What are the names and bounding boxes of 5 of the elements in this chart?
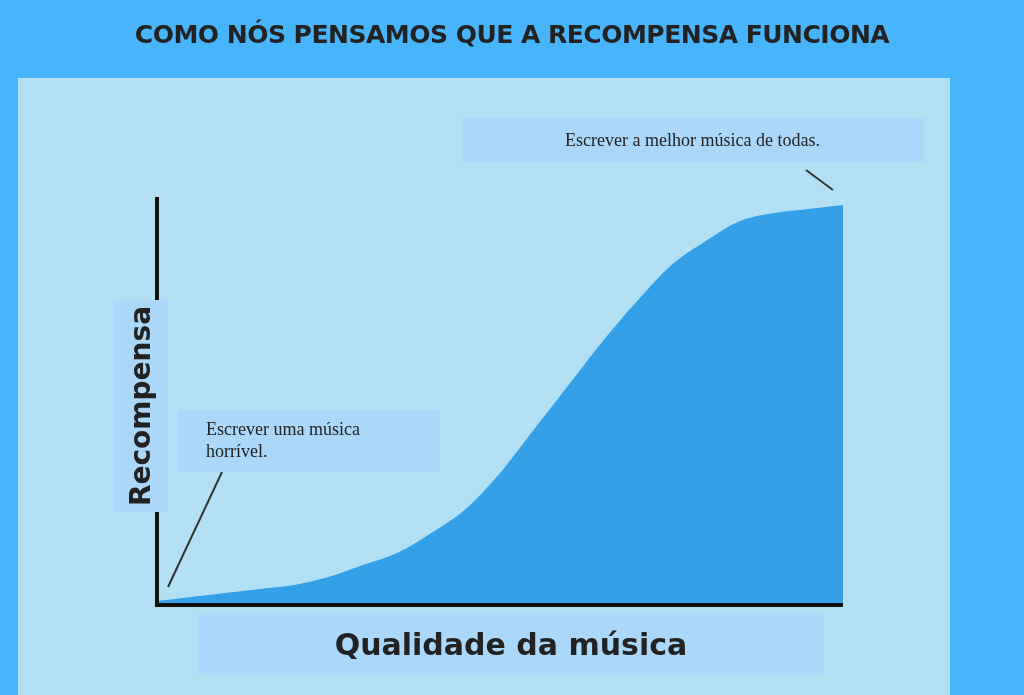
x-axis-title: Qualidade da música xyxy=(198,613,824,675)
callout-box: Escrever a melhor música de todas. xyxy=(461,118,924,162)
chart-title: COMO NÓS PENSAMOS QUE A RECOMPENSA FUNCIONA xyxy=(133,20,891,49)
y-axis-title: Recompensa xyxy=(123,305,157,507)
callout-box: Escrever uma música horrível. xyxy=(178,410,440,472)
